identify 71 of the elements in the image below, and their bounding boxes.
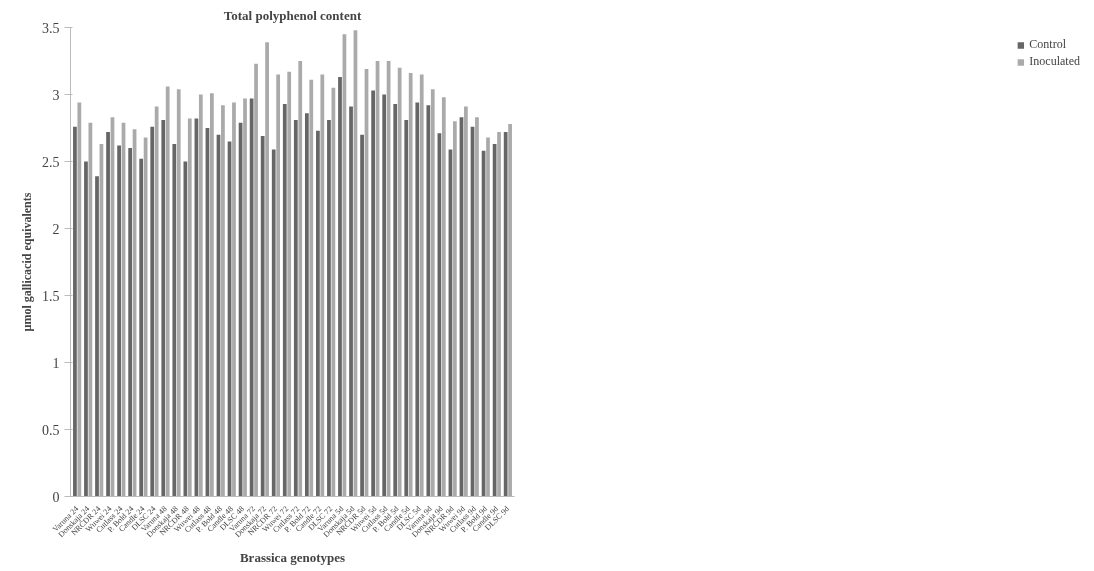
- bar: [221, 105, 225, 497]
- bar: [282, 103, 287, 497]
- bar: [441, 97, 446, 497]
- bar: [430, 89, 435, 497]
- chart-title: Total polyphenol content: [223, 7, 362, 23]
- bar: [327, 119, 331, 497]
- bar: [287, 71, 292, 497]
- bar: [210, 93, 214, 497]
- bar: [408, 73, 413, 497]
- bar: [117, 145, 121, 497]
- bar: [198, 94, 203, 497]
- bar: [95, 176, 99, 497]
- bar: [338, 77, 342, 497]
- bar: [298, 61, 303, 497]
- bar: [426, 105, 431, 497]
- bar: [475, 117, 479, 497]
- x-axis-title: Brassica genotypes: [239, 550, 346, 566]
- bar: [331, 87, 336, 497]
- y-tick-label: 0: [52, 489, 60, 505]
- bar: [304, 113, 309, 497]
- bar: [464, 106, 468, 497]
- bar: [106, 132, 110, 497]
- bar: [349, 106, 353, 497]
- bar: [486, 137, 490, 497]
- bar: [77, 102, 82, 497]
- y-tick-label: 1: [52, 355, 60, 371]
- y-tick-label: 3: [52, 87, 60, 103]
- bar: [243, 98, 247, 497]
- legend-label: Inoculated: [1029, 54, 1080, 69]
- y-tick-label: 3.5: [42, 20, 60, 36]
- y-axis-title: µmol gallicacid equivalents: [20, 192, 34, 332]
- bar: [139, 158, 144, 497]
- bar: [382, 94, 387, 497]
- bar: [154, 106, 159, 497]
- bar: [249, 98, 254, 497]
- bar: [360, 134, 364, 497]
- bar: [150, 126, 155, 497]
- bar: [316, 130, 320, 497]
- bar: [265, 42, 269, 497]
- y-tick-label: 2.5: [42, 154, 60, 170]
- bar: [172, 144, 177, 497]
- bar: [503, 132, 508, 497]
- bar: [84, 161, 88, 497]
- bar: [293, 119, 298, 497]
- bar: [309, 79, 314, 497]
- bar: [393, 103, 398, 497]
- bar: [254, 63, 258, 497]
- bar: [165, 86, 170, 497]
- legend-label: Control: [1029, 37, 1067, 52]
- y-tick-label: 1.5: [42, 288, 60, 304]
- bar: [404, 119, 409, 497]
- bar: [260, 136, 265, 497]
- bar: [497, 132, 501, 497]
- bar: [176, 89, 181, 497]
- bar: [415, 102, 420, 497]
- bar: [232, 102, 236, 497]
- bar: [419, 74, 424, 497]
- y-tick-label: 2: [52, 221, 60, 237]
- bar: [452, 121, 457, 497]
- bar: [508, 123, 512, 497]
- bar: [183, 161, 188, 497]
- bar: [397, 67, 402, 497]
- bar: [161, 119, 166, 497]
- bar: [320, 74, 325, 497]
- bar: [187, 118, 192, 497]
- bar: [271, 149, 276, 497]
- bar: [128, 148, 133, 497]
- y-tick-label: 0.5: [42, 422, 60, 438]
- bar: [276, 74, 281, 497]
- bar: [371, 90, 375, 497]
- bar: [73, 126, 77, 497]
